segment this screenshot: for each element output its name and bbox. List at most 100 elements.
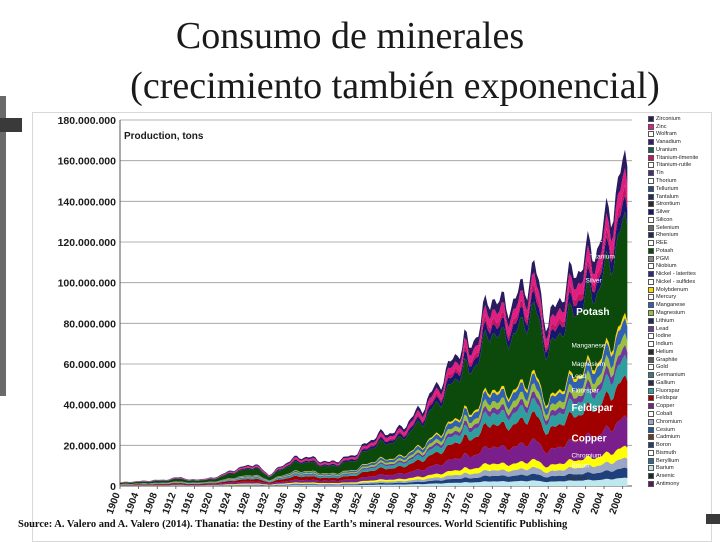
x-tick-label: 2000 — [570, 491, 588, 516]
chart-legend: Zirconium Zinc Wolfram Vanadium Uranium Titan… — [648, 115, 718, 488]
legend-item: Wolfram — [648, 131, 718, 139]
legend-swatch — [648, 457, 654, 464]
legend-swatch — [648, 379, 654, 386]
area-label: Potash — [576, 307, 609, 318]
legend-label: Cadmium — [656, 434, 680, 441]
legend-label: Germanium — [656, 372, 686, 379]
legend-item: Cesium — [648, 426, 718, 434]
x-tick-label: 1912 — [161, 491, 179, 516]
legend-label: Mercury — [656, 294, 677, 301]
legend-item: Niobium — [648, 263, 718, 271]
x-tick-label: 2008 — [608, 491, 626, 516]
legend-item: Antimony — [648, 480, 718, 488]
legend-item: PGM — [648, 255, 718, 263]
legend-label: Fluorspar — [656, 387, 680, 394]
legend-item: Thorium — [648, 177, 718, 185]
area-label: Barium — [567, 475, 588, 482]
legend-swatch — [648, 209, 654, 216]
x-tick-label: 1948 — [328, 491, 346, 516]
legend-item: Beryllium — [648, 457, 718, 465]
legend-swatch — [648, 403, 654, 410]
source-citation: Source: A. Valero and A. Valero (2014). … — [18, 519, 568, 530]
area-label: Feldspar — [571, 403, 613, 414]
legend-swatch — [648, 162, 654, 169]
legend-label: Potash — [656, 247, 674, 254]
legend-swatch — [648, 131, 654, 138]
legend-label: Feldspar — [656, 395, 678, 402]
legend-item: Titanium-ilmenite — [648, 154, 718, 162]
legend-item: Fluorspar — [648, 387, 718, 395]
legend-swatch — [648, 473, 654, 480]
legend-item: Vanadium — [648, 138, 718, 146]
legend-item: Iodine — [648, 332, 718, 340]
legend-label: Thorium — [656, 178, 677, 184]
legend-swatch — [648, 387, 654, 394]
legend-label: Boron — [656, 442, 671, 449]
x-tick-label: 1952 — [347, 491, 365, 516]
legend-item: Gold — [648, 364, 718, 372]
legend-swatch — [648, 480, 654, 487]
legend-swatch — [648, 240, 654, 247]
legend-swatch — [648, 201, 654, 208]
y-tick-label: 40.000.000 — [63, 400, 116, 412]
legend-swatch — [648, 310, 654, 317]
x-tick-label: 1936 — [272, 491, 290, 516]
legend-swatch — [648, 418, 654, 425]
legend-label: Tantalum — [656, 193, 679, 200]
legend-swatch — [648, 278, 654, 285]
area-label: Silver — [585, 278, 602, 285]
x-tick-label: 1980 — [477, 491, 495, 516]
slide-decor-bar — [0, 118, 22, 132]
legend-item: Magnesium — [648, 309, 718, 317]
legend-item: Uranium — [648, 146, 718, 154]
legend-label: Wolfram — [656, 131, 677, 138]
slide-title-line2: (crecimiento también exponencial) — [130, 65, 660, 107]
area-label: Titanium — [590, 253, 615, 260]
legend-swatch — [648, 170, 654, 177]
x-tick-label: 1956 — [366, 491, 384, 516]
area-label: Copper — [571, 433, 606, 444]
legend-swatch — [648, 286, 654, 293]
legend-item: Lithium — [648, 317, 718, 325]
legend-item: Gallium — [648, 379, 718, 387]
y-tick-label: 180.000.000 — [58, 115, 117, 127]
legend-item: Silicon — [648, 216, 718, 224]
legend-item: Feldspar — [648, 395, 718, 403]
legend-label: Uranium — [656, 146, 678, 153]
legend-swatch — [648, 333, 654, 340]
legend-item: Barium — [648, 464, 718, 472]
legend-item: Bismuth — [648, 449, 718, 457]
y-tick-label: 140.000.000 — [58, 196, 117, 208]
legend-item: Chromium — [648, 418, 718, 426]
legend-label: Nickel - sulfides — [656, 278, 696, 285]
legend-swatch — [648, 185, 654, 192]
legend-swatch — [648, 364, 654, 371]
legend-swatch — [648, 442, 654, 449]
legend-swatch — [648, 372, 654, 379]
y-tick-label: 100.000.000 — [58, 278, 117, 290]
legend-label: Lead — [656, 325, 669, 332]
legend-swatch — [648, 302, 654, 309]
legend-swatch — [648, 465, 654, 472]
legend-item: Lead — [648, 325, 718, 333]
legend-item: Cadmium — [648, 433, 718, 441]
x-tick-label: 1924 — [217, 491, 235, 516]
legend-item: Graphite — [648, 356, 718, 364]
legend-swatch — [648, 146, 654, 153]
area-series-barium — [120, 477, 628, 486]
x-tick-label: 1992 — [533, 491, 551, 516]
legend-item: Helium — [648, 348, 718, 356]
legend-label: Vanadium — [656, 139, 681, 146]
area-label: Zinc — [590, 237, 603, 244]
area-label: Manganese — [571, 343, 605, 350]
legend-item: Tellurium — [648, 185, 718, 193]
legend-item: Arsenic — [648, 472, 718, 480]
legend-label: Graphite — [656, 356, 678, 363]
area-label: Chromium — [571, 453, 601, 460]
area-label: Fluorspar — [571, 387, 599, 394]
x-tick-label: 1960 — [384, 491, 402, 516]
area-series-chromium — [120, 457, 628, 486]
legend-label: Nickel - laterites — [656, 271, 696, 278]
legend-label: Titanium-ilmenite — [656, 154, 699, 161]
legend-label: Helium — [656, 348, 674, 355]
